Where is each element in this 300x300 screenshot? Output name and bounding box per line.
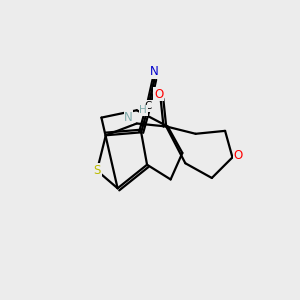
Text: O: O xyxy=(154,88,164,100)
Text: S: S xyxy=(93,164,101,177)
Text: N: N xyxy=(124,110,133,124)
Text: H: H xyxy=(140,105,147,115)
Text: C: C xyxy=(145,101,152,111)
Text: N: N xyxy=(150,65,159,79)
Text: O: O xyxy=(234,149,243,162)
